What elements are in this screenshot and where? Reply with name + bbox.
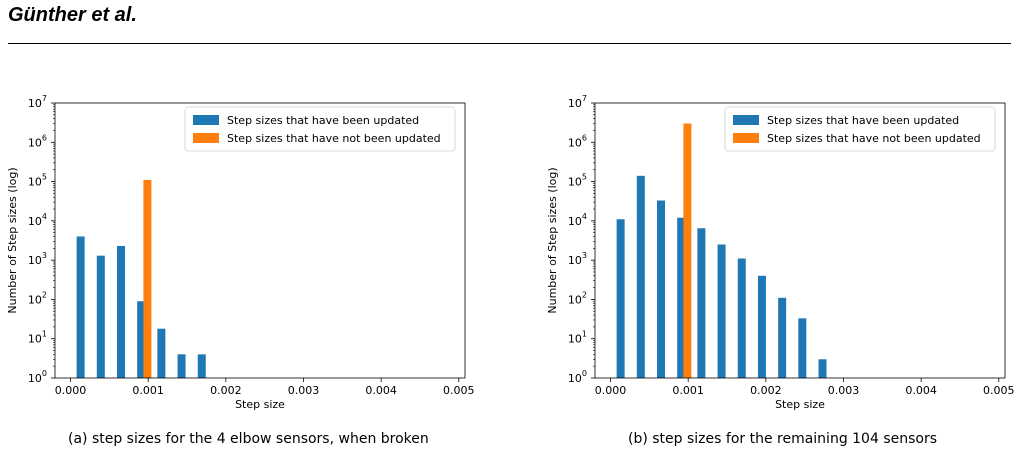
histogram-chart-remaining-sensors: 0.000 0.001 0.002 0.003 0.004 0.005 100 101 102 1… — [546, 94, 1015, 411]
bar-not-updated — [143, 179, 152, 378]
legend-label: Step sizes that have been updated — [767, 114, 959, 127]
bar-updated — [657, 200, 665, 378]
legend-swatch — [733, 133, 759, 143]
x-tick-label: 0.002 — [750, 384, 782, 397]
bar-updated — [778, 297, 787, 378]
x-tick-label: 0.003 — [828, 384, 860, 397]
y-axis-label: Number of Step sizes (log) — [546, 167, 559, 313]
y-tick-label: 102 — [568, 290, 587, 306]
bar-updated — [636, 175, 645, 378]
y-tick-label: 106 — [28, 133, 47, 149]
y-tick-label: 101 — [28, 330, 47, 346]
y-tick-label: 105 — [28, 173, 47, 189]
y-tick-label: 103 — [568, 251, 587, 267]
legend-swatch — [193, 115, 219, 125]
x-tick-label: 0.005 — [443, 384, 475, 397]
bar-updated — [96, 255, 105, 378]
y-tick-label: 105 — [568, 173, 587, 189]
bar-updated — [717, 244, 726, 378]
y-tick-label: 104 — [28, 212, 47, 228]
running-header-author: Günther et al. — [8, 4, 137, 26]
bar-updated — [137, 301, 146, 378]
legend-swatch — [733, 115, 759, 125]
y-tick-label: 107 — [28, 94, 47, 110]
bar-updated — [677, 217, 686, 378]
y-axis-label: Number of Step sizes (log) — [6, 167, 19, 313]
plot-frame — [54, 102, 466, 379]
y-tick-label: 104 — [568, 212, 587, 228]
header-rule — [8, 43, 1011, 44]
bar-updated — [616, 219, 625, 378]
x-tick-label: 0.003 — [288, 384, 320, 397]
legend-label: Step sizes that have not been updated — [767, 132, 981, 145]
bar-updated — [157, 328, 166, 378]
y-tick-label: 100 — [28, 369, 47, 385]
x-tick-label: 0.000 — [55, 384, 87, 397]
histogram-chart-elbow-sensors: 0.000 0.001 0.002 0.003 0.004 0.005 100 101 102 1… — [6, 94, 475, 411]
bar-updated — [697, 228, 706, 378]
y-tick-label: 101 — [568, 330, 587, 346]
bar-updated — [798, 318, 807, 378]
legend-box — [724, 106, 996, 152]
y-tick-label: 106 — [568, 133, 587, 149]
x-axis-label: Step size — [235, 398, 285, 411]
legend-label: Step sizes that have not been updated — [227, 132, 441, 145]
bar-updated — [818, 359, 827, 378]
legend-box — [184, 106, 456, 152]
x-tick-label: 0.001 — [132, 384, 164, 397]
bar-updated — [197, 354, 206, 378]
plot-frame — [594, 102, 1006, 379]
x-tick-label: 0.005 — [983, 384, 1015, 397]
bar-updated — [76, 236, 85, 378]
x-tick-label: 0.004 — [905, 384, 937, 397]
legend-swatch — [193, 133, 219, 143]
y-tick-label: 107 — [568, 94, 587, 110]
y-tick-label: 102 — [28, 290, 47, 306]
bar-not-updated — [683, 123, 692, 378]
x-tick-label: 0.000 — [595, 384, 627, 397]
x-tick-label: 0.001 — [672, 384, 704, 397]
bar-updated — [177, 354, 186, 378]
bar-updated — [737, 258, 746, 378]
y-tick-label: 100 — [568, 369, 587, 385]
legend-label: Step sizes that have been updated — [227, 114, 419, 127]
x-axis-label: Step size — [775, 398, 825, 411]
caption-b: (b) step sizes for the remaining 104 sen… — [628, 431, 938, 447]
caption-a: (a) step sizes for the 4 elbow sensors, … — [68, 431, 429, 447]
x-tick-label: 0.004 — [365, 384, 397, 397]
bar-updated — [117, 245, 125, 378]
bar-updated — [757, 275, 766, 378]
y-tick-label: 103 — [28, 251, 47, 267]
x-tick-label: 0.002 — [210, 384, 242, 397]
